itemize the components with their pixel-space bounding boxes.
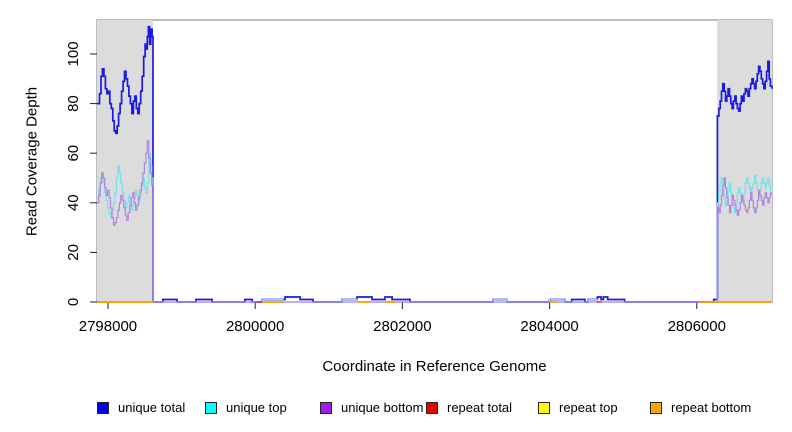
- x-tick-label: 2804000: [520, 318, 578, 335]
- legend-label: repeat top: [559, 400, 618, 415]
- legend-label: repeat total: [447, 400, 513, 415]
- coverage-plot: 2798000 2800000 2802000 2804000 2806000 0 20 40…: [65, 19, 773, 335]
- repeat-region-shade: [717, 20, 772, 302]
- series-unique-total: [97, 25, 773, 303]
- y-tick-label: 60: [65, 145, 82, 162]
- legend-label: unique top: [226, 400, 287, 415]
- legend-swatch-unique-bottom: [320, 401, 332, 414]
- legend-label: unique total: [118, 400, 186, 415]
- legend-swatch-repeat-top: [538, 401, 550, 414]
- legend-item-repeat-top: repeat top: [538, 400, 618, 415]
- legend-item-unique-bottom: unique bottom: [320, 400, 423, 415]
- series-unique-top: [97, 152, 773, 303]
- legend-label: repeat bottom: [671, 400, 752, 415]
- legend-label: unique bottom: [341, 400, 424, 415]
- legend-item-unique-top: unique top: [205, 400, 287, 415]
- x-tick-label: 2798000: [79, 318, 137, 335]
- legend-swatch-unique-total: [97, 401, 109, 414]
- y-axis-title: Read Coverage Depth: [23, 86, 41, 237]
- legend-item-repeat-bottom: repeat bottom: [650, 400, 751, 415]
- y-tick-label: 40: [65, 194, 82, 211]
- legend-item-unique-total: unique total: [97, 400, 185, 415]
- legend-swatch-repeat-bottom: [650, 401, 662, 414]
- plot-box: [96, 19, 773, 303]
- y-tick-label: 0: [65, 298, 82, 306]
- x-tick-label: 2800000: [226, 318, 284, 335]
- x-tick-label: 2802000: [373, 318, 431, 335]
- legend-item-repeat-total: repeat total: [426, 400, 512, 415]
- series-unique-bottom: [97, 140, 773, 303]
- y-tick-label: 80: [65, 95, 82, 112]
- y-tick-label: 20: [65, 244, 82, 261]
- legend-swatch-repeat-total: [426, 401, 438, 414]
- y-tick-label: 100: [65, 41, 82, 66]
- x-axis-title: Coordinate in Reference Genome: [322, 358, 547, 375]
- x-tick-label: 2806000: [668, 318, 726, 335]
- repeat-region-shade: [97, 20, 154, 302]
- legend-swatch-unique-top: [205, 401, 217, 414]
